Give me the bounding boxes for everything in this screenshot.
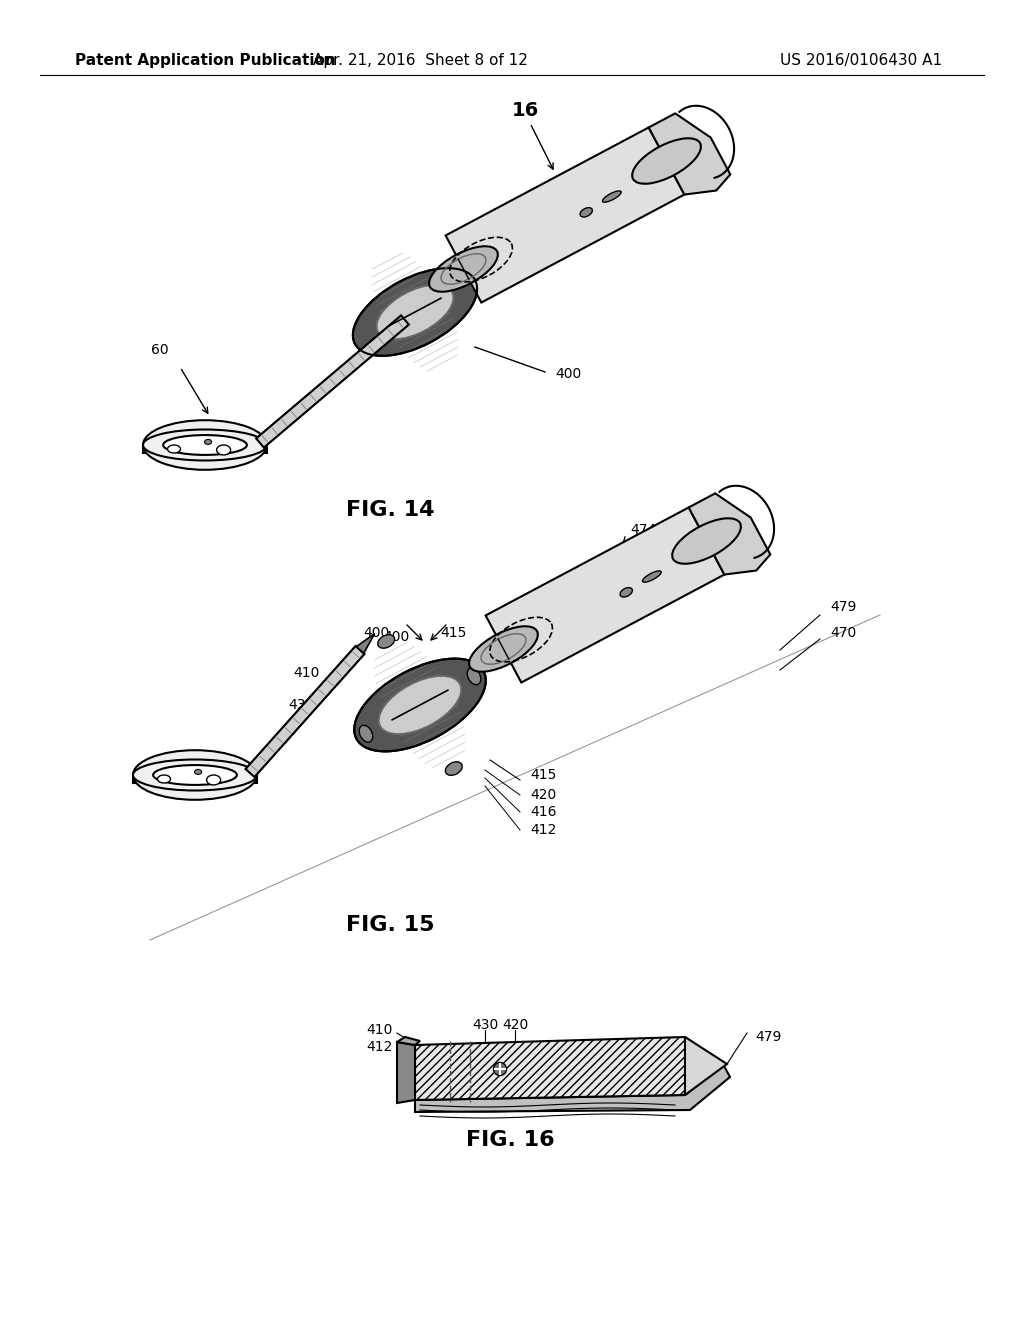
Polygon shape	[648, 114, 730, 194]
Ellipse shape	[143, 420, 267, 470]
Ellipse shape	[377, 285, 454, 339]
Polygon shape	[246, 645, 365, 777]
Text: FIG. 15: FIG. 15	[346, 915, 434, 935]
Ellipse shape	[195, 770, 202, 775]
Ellipse shape	[205, 440, 212, 445]
Ellipse shape	[158, 775, 171, 783]
Ellipse shape	[379, 676, 461, 734]
Text: 415: 415	[440, 626, 466, 640]
Ellipse shape	[377, 285, 454, 339]
Text: 400: 400	[364, 626, 390, 640]
Ellipse shape	[642, 572, 662, 582]
Text: 410: 410	[294, 667, 319, 680]
Text: 415: 415	[530, 768, 556, 781]
Text: 412: 412	[367, 1040, 393, 1053]
Ellipse shape	[378, 635, 394, 648]
Ellipse shape	[494, 1063, 507, 1076]
Ellipse shape	[168, 445, 180, 453]
Text: 16: 16	[511, 100, 539, 120]
Ellipse shape	[632, 139, 700, 183]
Polygon shape	[689, 494, 770, 574]
Ellipse shape	[359, 725, 373, 742]
Ellipse shape	[469, 626, 538, 672]
Text: 479: 479	[755, 1030, 781, 1044]
Text: Patent Application Publication: Patent Application Publication	[75, 53, 336, 67]
Ellipse shape	[154, 766, 237, 785]
Ellipse shape	[133, 750, 257, 800]
Ellipse shape	[467, 668, 481, 685]
Polygon shape	[133, 775, 257, 783]
Ellipse shape	[672, 519, 741, 564]
Text: 400: 400	[384, 630, 410, 644]
Polygon shape	[415, 1038, 723, 1100]
Text: 420: 420	[502, 1018, 528, 1032]
Ellipse shape	[429, 247, 498, 292]
Ellipse shape	[379, 676, 461, 734]
Polygon shape	[445, 128, 684, 302]
Polygon shape	[143, 445, 267, 453]
Polygon shape	[397, 1041, 415, 1104]
Text: 410: 410	[367, 1023, 393, 1038]
Ellipse shape	[133, 759, 257, 791]
Polygon shape	[256, 315, 409, 447]
Polygon shape	[356, 634, 375, 653]
Text: 416: 416	[530, 805, 556, 818]
Polygon shape	[397, 1038, 420, 1045]
Text: 474: 474	[630, 523, 656, 537]
Polygon shape	[685, 1038, 727, 1096]
Text: Apr. 21, 2016  Sheet 8 of 12: Apr. 21, 2016 Sheet 8 of 12	[312, 53, 527, 67]
Ellipse shape	[353, 268, 477, 356]
Text: 479: 479	[830, 601, 856, 614]
Text: 430: 430	[472, 1018, 498, 1032]
Text: FIG. 16: FIG. 16	[466, 1130, 554, 1150]
Ellipse shape	[445, 762, 462, 775]
Ellipse shape	[163, 436, 247, 455]
Ellipse shape	[580, 207, 593, 216]
Text: 420: 420	[530, 788, 556, 803]
Text: 470: 470	[830, 626, 856, 640]
Ellipse shape	[143, 429, 267, 461]
Ellipse shape	[207, 775, 220, 785]
Text: 412: 412	[530, 822, 556, 837]
Ellipse shape	[354, 659, 485, 751]
Ellipse shape	[217, 445, 230, 455]
Text: FIG. 14: FIG. 14	[346, 500, 434, 520]
Text: US 2016/0106430 A1: US 2016/0106430 A1	[780, 53, 942, 67]
Text: 400: 400	[555, 367, 582, 381]
Polygon shape	[415, 1064, 730, 1111]
Text: 430: 430	[289, 698, 315, 711]
Polygon shape	[485, 507, 724, 682]
Text: 60: 60	[152, 343, 169, 356]
Ellipse shape	[602, 191, 622, 202]
Ellipse shape	[621, 587, 633, 597]
